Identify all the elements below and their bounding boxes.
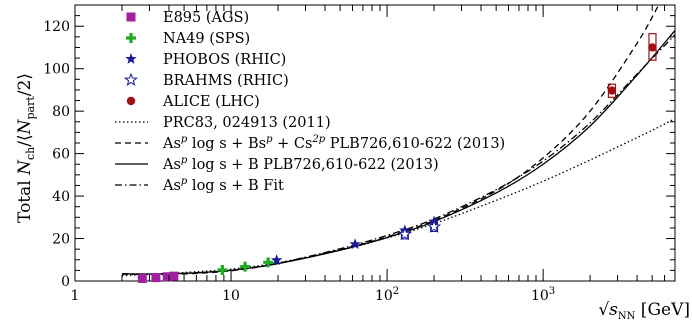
point-series-4	[648, 43, 657, 52]
point-series-0	[137, 273, 147, 283]
y-tick-label: 80	[52, 104, 70, 120]
legend-marker	[125, 33, 136, 44]
point-series-4	[607, 86, 617, 95]
legend-label: Asp log s + B Fit	[162, 176, 284, 194]
y-tick-label: 20	[52, 232, 70, 248]
legend-label: PRC83, 024913 (2011)	[163, 115, 331, 131]
point-series-2	[270, 254, 283, 266]
y-tick-label: 0	[61, 274, 70, 290]
legend-marker	[126, 96, 136, 106]
y-tick-label: 120	[43, 19, 70, 35]
x-tick-label: 1	[71, 288, 80, 304]
legend-label: ALICE (LHC)	[162, 94, 260, 110]
point-series-3	[426, 219, 442, 233]
y-tick-label: 100	[43, 62, 70, 78]
point-series-1	[240, 261, 251, 272]
data-points	[137, 43, 657, 283]
curve-series-8	[121, 34, 675, 275]
legend-label: E895 (AGS)	[163, 10, 249, 26]
y-tick-label: 60	[52, 147, 70, 163]
point-series-2	[349, 238, 361, 250]
point-series-0	[169, 271, 179, 281]
x-tick-label: 103	[531, 286, 555, 304]
point-series-3	[397, 226, 412, 241]
legend-label: Asp log s + Bsp + Cs2p PLB726,610-622 (2…	[162, 134, 505, 152]
legend-marker	[126, 12, 136, 22]
legend-marker	[125, 53, 137, 64]
legend: E895 (AGS) NA49 (SPS) PHOBOS (RHIC) BRAHMS …	[115, 10, 505, 194]
point-series-0	[151, 273, 161, 283]
point-series-1	[217, 264, 228, 275]
y-tick-label: 40	[52, 189, 70, 205]
legend-label: Asp log s + B PLB726,610-622 (2013)	[162, 155, 439, 173]
legend-label: PHOBOS (RHIC)	[163, 52, 286, 68]
point-series-0	[162, 272, 172, 282]
legend-marker	[123, 72, 139, 87]
axis-ticks: 0 20 40 60 80 100 120 1 10 102 103	[43, 4, 676, 304]
legend-label: BRAHMS (RHIC)	[163, 73, 289, 89]
x-tick-label: 10	[222, 288, 240, 304]
y-axis-title: Total Nch/⟨Npart/2⟩	[15, 73, 37, 223]
x-axis-title: √sNN [GeV]	[598, 300, 690, 320]
legend-label: NA49 (SPS)	[163, 31, 250, 47]
x-tick-label: 102	[375, 286, 399, 304]
curves	[121, 5, 675, 277]
point-series-1	[263, 257, 274, 268]
